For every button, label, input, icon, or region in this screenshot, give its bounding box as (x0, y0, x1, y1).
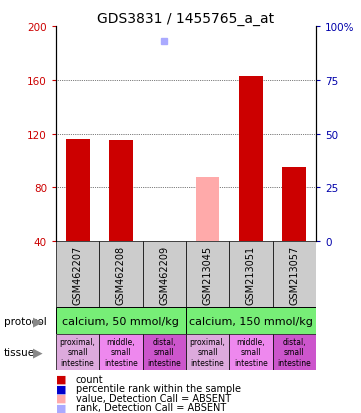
Bar (66, 140, 90, 242)
Text: calcium, 150 mmol/kg: calcium, 150 mmol/kg (189, 316, 313, 326)
Text: proximal,
small
intestine: proximal, small intestine (190, 337, 226, 367)
Bar (229, 335, 273, 370)
Bar (143, 335, 186, 370)
Text: middle,
small
intestine: middle, small intestine (234, 337, 268, 367)
Text: distal,
small
intestine: distal, small intestine (277, 337, 311, 367)
Bar (99, 242, 143, 308)
Title: GDS3831 / 1455765_a_at: GDS3831 / 1455765_a_at (97, 12, 274, 26)
Bar (273, 242, 316, 308)
Text: ■: ■ (56, 374, 66, 384)
Bar (99, 335, 143, 370)
Bar (56, 242, 99, 308)
Bar (186, 242, 229, 308)
Bar (143, 242, 186, 308)
Bar (273, 335, 316, 370)
Text: middle,
small
intestine: middle, small intestine (104, 337, 138, 367)
Text: GSM462208: GSM462208 (116, 245, 126, 304)
Text: GSM462207: GSM462207 (73, 245, 83, 304)
Text: GSM213057: GSM213057 (289, 245, 299, 304)
Text: ■: ■ (56, 393, 66, 403)
Text: value, Detection Call = ABSENT: value, Detection Call = ABSENT (76, 393, 231, 403)
Bar (282, 168, 306, 242)
Text: tissue: tissue (4, 347, 35, 357)
Text: proximal,
small
intestine: proximal, small intestine (60, 337, 96, 367)
Text: percentile rank within the sample: percentile rank within the sample (76, 383, 241, 393)
Text: ■: ■ (56, 383, 66, 393)
Bar (186, 308, 316, 335)
Text: ▶: ▶ (33, 346, 43, 358)
Text: calcium, 50 mmol/kg: calcium, 50 mmol/kg (62, 316, 179, 326)
Text: rank, Detection Call = ABSENT: rank, Detection Call = ABSENT (76, 402, 226, 412)
Text: count: count (76, 374, 104, 384)
Bar (56, 308, 186, 335)
Bar (56, 335, 99, 370)
Bar (109, 141, 133, 242)
Bar (186, 335, 229, 370)
Text: ■: ■ (56, 402, 66, 412)
Bar (196, 177, 219, 242)
Text: ▶: ▶ (33, 315, 43, 328)
Bar (239, 76, 263, 242)
Text: GSM213051: GSM213051 (246, 245, 256, 304)
Text: GSM213045: GSM213045 (203, 245, 213, 304)
Bar (229, 242, 273, 308)
Text: GSM462209: GSM462209 (159, 245, 169, 304)
Text: protocol: protocol (4, 316, 46, 326)
Text: distal,
small
intestine: distal, small intestine (147, 337, 181, 367)
